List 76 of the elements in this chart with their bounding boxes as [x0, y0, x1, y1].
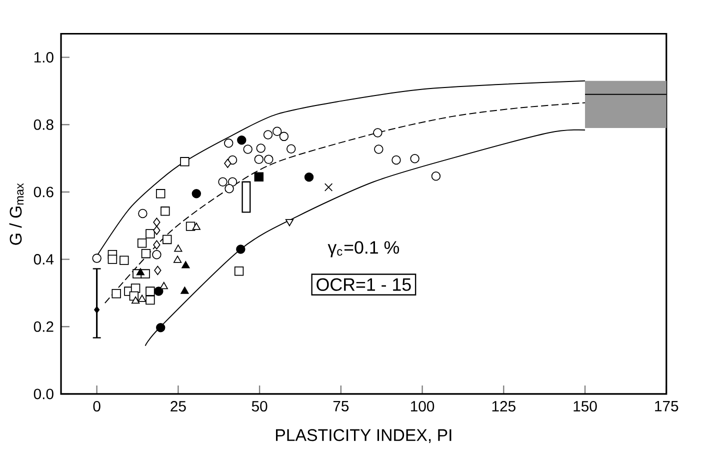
point: [224, 138, 234, 148]
y-tick-label: 1.0: [34, 52, 54, 62]
point: [256, 143, 266, 153]
annotation: γ$_{c}$=0.1 %: [328, 240, 400, 258]
y-tick-label: 0.8: [34, 119, 54, 130]
point: [224, 158, 232, 168]
annotation: OCR=1 - 15: [316, 278, 411, 291]
point: [431, 171, 441, 181]
point: [218, 177, 228, 186]
y-tick-label: 0.2: [34, 321, 54, 332]
y-tick-label: 0.4: [34, 254, 54, 264]
y-tick-label: 0.6: [34, 186, 54, 198]
point: [146, 295, 155, 304]
x-tick-label: 50: [252, 400, 268, 412]
y-tick-label: 0.0: [34, 388, 54, 400]
point: [236, 244, 246, 254]
point: [182, 260, 190, 268]
x-tick-label: 150: [574, 400, 597, 412]
point: [374, 144, 384, 154]
point: [410, 154, 420, 164]
point: [392, 155, 401, 164]
point: [254, 172, 264, 182]
point: [160, 282, 168, 289]
point: [304, 172, 314, 182]
point: [137, 238, 147, 248]
point: [156, 322, 166, 332]
point: [173, 255, 182, 263]
line-series: [104, 102, 586, 304]
point: [153, 226, 160, 235]
point: [264, 154, 274, 164]
x-tick-label: 100: [410, 400, 434, 412]
point: [141, 248, 151, 258]
point: [92, 253, 102, 263]
point: [263, 130, 273, 140]
point: [152, 250, 162, 259]
x-tick-label: 125: [492, 400, 516, 412]
point: [174, 244, 182, 252]
point: [146, 228, 155, 238]
point: [234, 266, 244, 276]
point: [373, 128, 382, 138]
point: [131, 296, 140, 304]
point: [108, 254, 118, 264]
y-axis-title: G / G$_{max}$: [9, 182, 24, 245]
point: [192, 188, 202, 198]
x-tick-label: 0: [93, 400, 100, 412]
point: [254, 154, 264, 164]
point: [160, 206, 170, 216]
point: [186, 221, 196, 231]
point: [272, 126, 282, 136]
point: [180, 156, 190, 166]
line-series: [144, 129, 586, 346]
point: [154, 266, 162, 275]
point: [138, 208, 148, 218]
point: [120, 255, 129, 265]
point: [153, 240, 160, 250]
point: [146, 286, 155, 296]
point: [285, 218, 294, 226]
point: [324, 182, 333, 192]
point: [279, 132, 289, 141]
point: [156, 188, 166, 198]
point: [138, 294, 146, 302]
point: [94, 306, 100, 314]
point: [237, 135, 246, 145]
point: [112, 288, 121, 298]
x-tick-label: 175: [655, 400, 678, 412]
point: [192, 222, 200, 230]
point: [180, 286, 189, 294]
x-tick-label: 75: [333, 400, 349, 412]
point: [224, 184, 234, 193]
point: [153, 217, 160, 227]
x-axis-title: PLASTICITY INDEX, PI: [276, 428, 452, 443]
point: [136, 268, 144, 276]
x-tick-label: 25: [170, 400, 186, 412]
point: [286, 144, 296, 154]
point: [162, 234, 172, 244]
point: [243, 144, 252, 154]
